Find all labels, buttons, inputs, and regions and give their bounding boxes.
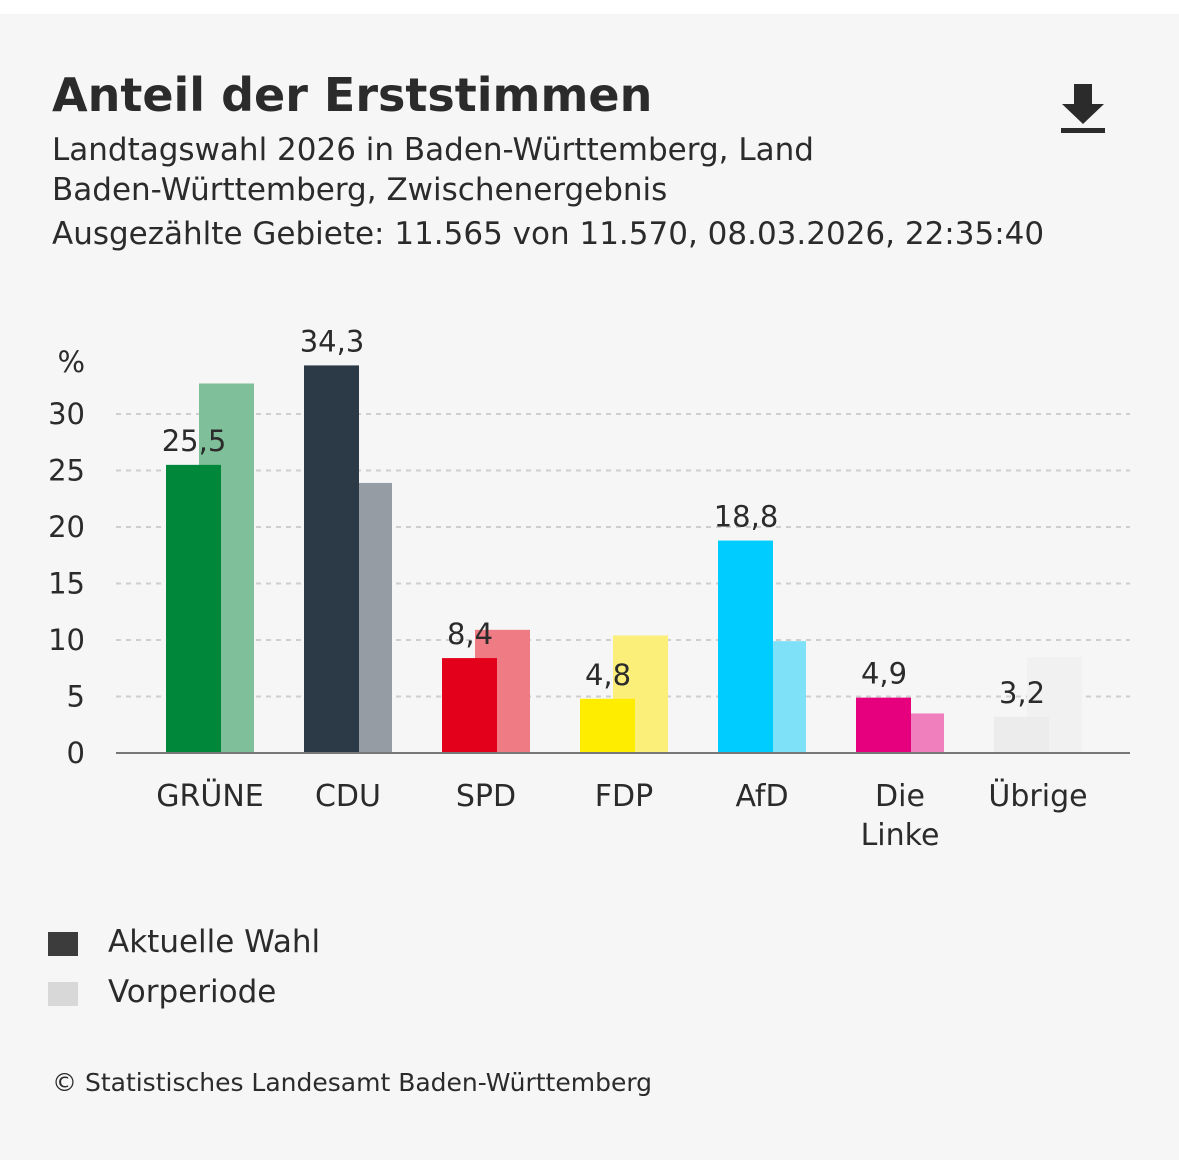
y-tick-label: 15 (48, 567, 85, 601)
subtitle: Baden-Württemberg, Zwischenergebnis (52, 172, 668, 208)
bar (856, 697, 911, 753)
value-label: 3,2 (999, 676, 1045, 710)
value-label: 18,8 (714, 500, 779, 534)
x-tick-label: Die Linke (860, 779, 940, 853)
source: © Statistisches Landesamt Baden-Württemb… (52, 1068, 653, 1097)
value-label: 4,8 (585, 658, 631, 692)
legend-swatch (48, 932, 78, 956)
value-label: 25,5 (162, 424, 227, 458)
x-tick-label: AfD (735, 779, 789, 814)
y-tick-label: 5 (67, 680, 85, 714)
download-icon[interactable] (1061, 84, 1105, 133)
x-tick-label: FDP (594, 779, 654, 814)
y-tick-label: 25 (48, 454, 85, 488)
x-tick-label: SPD (455, 779, 517, 814)
bar (580, 698, 635, 753)
bar (166, 464, 221, 753)
bar (994, 716, 1049, 753)
subtitle: Ausgezählte Gebiete: 11.565 von 11.570, … (52, 216, 1045, 252)
x-tick-label: CDU (314, 779, 381, 814)
bar (718, 540, 773, 753)
y-axis-label: % (57, 345, 85, 379)
value-label: 8,4 (447, 617, 493, 651)
chart-title: Anteil der Erststimmen (52, 68, 653, 122)
subtitle: Landtagswahl 2026 in Baden-Württemberg, … (52, 132, 814, 168)
legend-label: Aktuelle Wahl (108, 924, 321, 960)
bar (304, 365, 359, 753)
y-tick-label: 0 (67, 736, 85, 770)
value-label: 34,3 (300, 324, 365, 358)
y-tick-label: 30 (48, 397, 85, 431)
legend-swatch (48, 982, 78, 1006)
y-tick-label: 10 (48, 623, 85, 657)
bar (442, 658, 497, 753)
legend-label: Vorperiode (108, 974, 277, 1010)
x-tick-label: Übrige (988, 779, 1088, 814)
y-tick-label: 20 (48, 510, 85, 544)
value-label: 4,9 (861, 657, 907, 691)
x-tick-label: GRÜNE (156, 779, 264, 814)
